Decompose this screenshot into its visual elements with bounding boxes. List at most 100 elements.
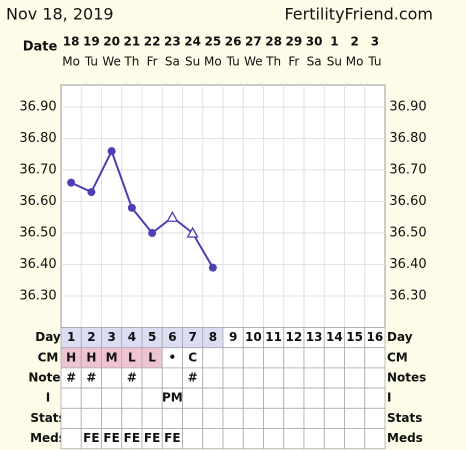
- table-cell: [364, 367, 386, 389]
- y-tick-label: 36.30: [19, 289, 56, 304]
- weekday-label: Tu: [226, 55, 240, 69]
- date-label: 18: [63, 35, 80, 49]
- y-tick-label-right: 36.60: [389, 194, 426, 209]
- table-cell: [283, 387, 305, 409]
- table-cell: [344, 428, 366, 450]
- row-label-right: Stats: [387, 411, 422, 425]
- cell-text: 15: [346, 330, 363, 344]
- table-cell: [182, 428, 204, 450]
- table-cell: [101, 367, 123, 389]
- y-tick-label-right: 36.70: [389, 163, 426, 178]
- weekday-label: Th: [123, 55, 139, 69]
- table-cell: [263, 407, 285, 429]
- row-label: Day: [35, 330, 61, 344]
- cell-text: M: [106, 350, 118, 364]
- date-label: 19: [83, 35, 100, 49]
- temperature-point: [87, 188, 96, 197]
- cell-text: FE: [124, 431, 140, 445]
- table-cell: [303, 387, 325, 409]
- table-cell: [283, 407, 305, 429]
- table-cell: [303, 367, 325, 389]
- row-label-right: I: [387, 391, 391, 405]
- row-label: Notes: [28, 371, 67, 385]
- cell-text: #: [127, 371, 137, 385]
- table-cell: [303, 407, 325, 429]
- date-label: 28: [265, 35, 282, 49]
- site-name: FertilityFriend.com: [284, 5, 433, 24]
- weekday-label: Sa: [307, 55, 322, 69]
- table-cell: [303, 428, 325, 450]
- weekday-label: Sa: [165, 55, 180, 69]
- cell-text: 6: [168, 330, 176, 344]
- table-cell: [202, 367, 224, 389]
- cell-text: •: [169, 350, 177, 364]
- cell-text: H: [86, 350, 96, 364]
- table-cell: [242, 387, 264, 409]
- temperature-point: [186, 226, 199, 238]
- table-cell: [222, 367, 244, 389]
- weekday-label: Fr: [288, 55, 299, 69]
- table-cell: [364, 347, 386, 369]
- table-cell: [323, 347, 345, 369]
- table-cell: [242, 367, 264, 389]
- cell-text: FE: [144, 431, 160, 445]
- table-cell: [263, 387, 285, 409]
- cell-text: 13: [306, 330, 323, 344]
- table-cell: [101, 387, 123, 409]
- table-cell: [80, 387, 102, 409]
- cell-text: PM: [162, 391, 183, 405]
- cell-text: FE: [83, 431, 99, 445]
- cell-text: 7: [188, 330, 196, 344]
- cell-text: 12: [286, 330, 303, 344]
- row-label-right: CM: [387, 350, 408, 364]
- table-cell: [344, 367, 366, 389]
- y-tick-label: 36.70: [19, 163, 56, 178]
- cell-text: 10: [245, 330, 262, 344]
- table-cell: [344, 347, 366, 369]
- table-cell: [222, 428, 244, 450]
- weekday-label: Tu: [84, 55, 98, 69]
- table-cell: [202, 387, 224, 409]
- row-label: I: [46, 391, 50, 405]
- cell-text: #: [188, 371, 198, 385]
- weekday-label: Mo: [204, 55, 222, 69]
- temperature-point: [148, 229, 157, 238]
- table-cell: [161, 367, 183, 389]
- table-cell: [161, 407, 183, 429]
- table-cell: [323, 428, 345, 450]
- y-tick-label-right: 36.50: [389, 226, 426, 241]
- y-tick-label: 36.90: [19, 100, 56, 115]
- row-label: Meds: [30, 431, 66, 445]
- row-label-right: Meds: [387, 431, 423, 445]
- table-cell: [242, 428, 264, 450]
- y-tick-label-right: 36.90: [389, 100, 426, 115]
- table-cell: [283, 428, 305, 450]
- table-cell: [303, 347, 325, 369]
- table-cell: [222, 387, 244, 409]
- weekday-label: We: [102, 55, 121, 69]
- table-cell: [263, 347, 285, 369]
- cell-text: H: [66, 350, 76, 364]
- table-cell: [101, 407, 123, 429]
- table-cell: [323, 407, 345, 429]
- temperature-point: [127, 203, 136, 212]
- cell-text: 8: [209, 330, 217, 344]
- table-cell: [323, 367, 345, 389]
- table-cell: [323, 387, 345, 409]
- date-label: 21: [124, 35, 141, 49]
- table-cell: [283, 367, 305, 389]
- table-cell: [283, 347, 305, 369]
- date-label: 26: [225, 35, 242, 49]
- table-cell: [182, 407, 204, 429]
- temperature-point: [107, 147, 116, 156]
- table-cell: [364, 428, 386, 450]
- row-label-right: Notes: [387, 371, 426, 385]
- temperature-point: [67, 178, 76, 187]
- weekday-label: Su: [327, 55, 342, 69]
- cell-text: FE: [103, 431, 119, 445]
- chart-title: Nov 18, 2019: [6, 5, 114, 24]
- table-cell: [202, 407, 224, 429]
- temperature-point: [166, 210, 179, 222]
- date-label: 23: [164, 35, 181, 49]
